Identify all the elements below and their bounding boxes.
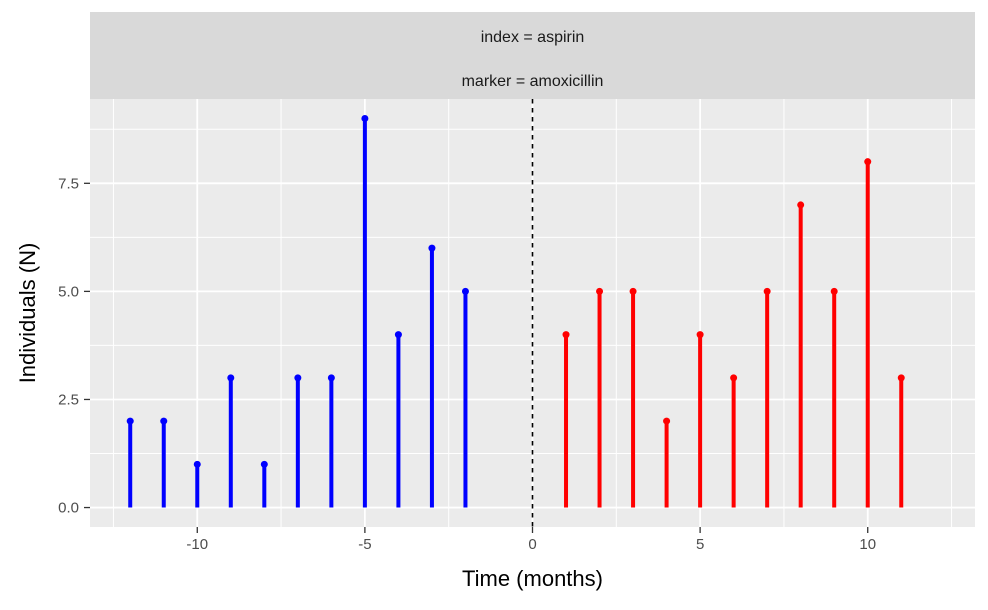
stem-point-post-index-red bbox=[663, 417, 671, 425]
stem-point-post-index-red bbox=[562, 331, 570, 339]
stem-point-post-index-red bbox=[763, 287, 771, 295]
stem-point-post-index-red bbox=[596, 287, 604, 295]
strip-label-marker: marker = amoxicillin bbox=[461, 73, 604, 90]
stem-point-pre-index-blue bbox=[193, 460, 201, 468]
x-tick-label: 0 bbox=[528, 536, 536, 553]
y-tick-label: 0.0 bbox=[58, 500, 79, 517]
x-tick-label: -10 bbox=[186, 536, 208, 553]
x-axis-title: Time (months) bbox=[462, 566, 603, 591]
y-tick-label: 7.5 bbox=[58, 175, 79, 192]
y-axis-title: Individuals (N) bbox=[15, 242, 40, 384]
stem-point-post-index-red bbox=[864, 158, 872, 166]
x-tick-label: -5 bbox=[358, 536, 371, 553]
x-tick-label: 5 bbox=[696, 536, 704, 553]
stem-point-post-index-red bbox=[797, 201, 805, 209]
facet-strip: index = aspirin marker = amoxicillin bbox=[90, 12, 975, 99]
stem-point-pre-index-blue bbox=[428, 244, 436, 252]
y-tick-label: 2.5 bbox=[58, 391, 79, 408]
stem-point-post-index-red bbox=[830, 287, 838, 295]
stem-point-post-index-red bbox=[730, 374, 738, 382]
stem-point-pre-index-blue bbox=[126, 417, 134, 425]
y-tick-label: 5.0 bbox=[58, 283, 79, 300]
stem-point-pre-index-blue bbox=[461, 287, 469, 295]
strip-label-index: index = aspirin bbox=[480, 29, 585, 46]
stem-point-pre-index-blue bbox=[160, 417, 168, 425]
stem-point-pre-index-blue bbox=[394, 331, 402, 339]
stem-point-pre-index-blue bbox=[227, 374, 235, 382]
x-tick-label: 10 bbox=[859, 536, 876, 553]
stem-point-post-index-red bbox=[897, 374, 905, 382]
stem-point-post-index-red bbox=[629, 287, 637, 295]
stem-point-post-index-red bbox=[696, 331, 704, 339]
stem-point-pre-index-blue bbox=[327, 374, 335, 382]
stem-point-pre-index-blue bbox=[294, 374, 302, 382]
stem-point-pre-index-blue bbox=[260, 460, 268, 468]
stem-point-pre-index-blue bbox=[361, 114, 369, 122]
